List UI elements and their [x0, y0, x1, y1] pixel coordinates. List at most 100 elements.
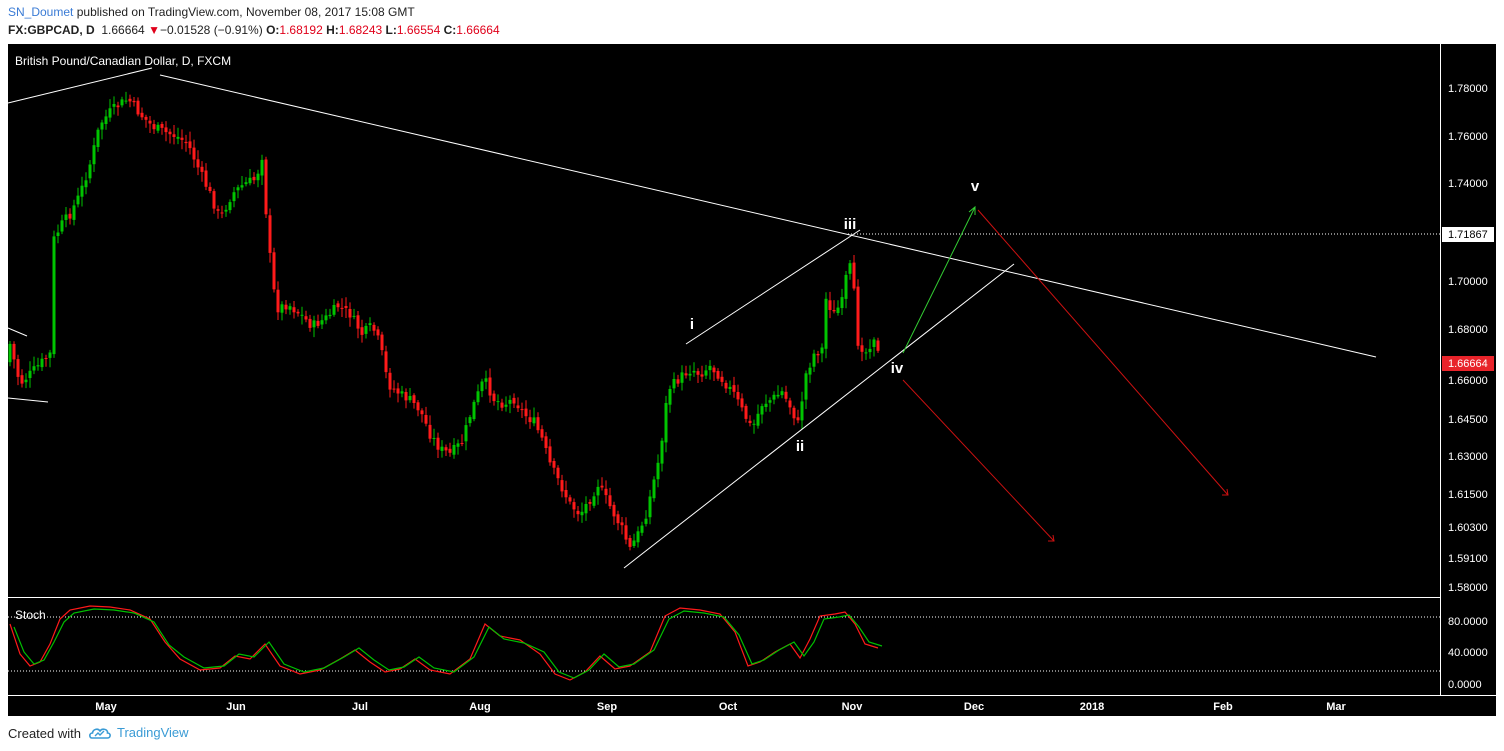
candle-body: [24, 379, 28, 383]
wave-label-iv: iv: [891, 360, 904, 377]
wave-label-v: v: [971, 178, 980, 195]
candle-body: [596, 486, 600, 496]
footer: Created with TradingView: [0, 716, 1504, 751]
candle-body: [304, 316, 308, 320]
candle-body: [716, 371, 720, 379]
candle-body: [544, 436, 548, 448]
candle-body: [868, 348, 872, 353]
stoch-series-d: [13, 608, 883, 679]
candle-body: [336, 303, 340, 308]
candle-body: [764, 403, 768, 407]
candle-body: [492, 393, 496, 402]
candle-body: [876, 340, 880, 351]
candle-body: [620, 522, 624, 526]
candle-body: [488, 377, 492, 396]
candle-body: [88, 164, 92, 179]
candle-body: [792, 407, 796, 419]
candle-body: [556, 467, 560, 479]
candle-body: [464, 425, 468, 442]
candle-body: [696, 371, 700, 375]
candle-body: [648, 496, 652, 518]
candle-body: [456, 443, 460, 447]
candle-body: [192, 147, 196, 160]
candle-body: [548, 446, 552, 463]
candle-body: [104, 116, 108, 124]
candle-body: [216, 209, 220, 211]
candle-body: [376, 329, 380, 336]
stoch-tick-0: 0.0000: [1448, 679, 1482, 691]
candle-body: [652, 479, 656, 499]
candle-body: [136, 100, 140, 115]
candle-body: [384, 351, 388, 373]
open-value: 1.68192: [279, 23, 323, 37]
candle-body: [128, 98, 132, 102]
candle-body: [260, 159, 264, 176]
author-link[interactable]: SN_Doumet: [8, 5, 74, 19]
candle-body: [372, 324, 376, 331]
candle-body: [852, 262, 856, 289]
time-tick: Nov: [842, 701, 864, 713]
candle-body: [316, 320, 320, 326]
time-axis[interactable]: [8, 696, 1496, 716]
candle-body: [864, 352, 868, 354]
candle-body: [708, 365, 712, 371]
candle-body: [676, 379, 680, 384]
candle-body: [580, 511, 584, 516]
candle-body: [860, 345, 864, 352]
candle-body: [284, 304, 288, 310]
candle-body: [832, 310, 836, 312]
candle-body: [600, 485, 604, 488]
candle-body: [240, 185, 244, 188]
candle-body: [64, 214, 68, 220]
price-tick: 1.63000: [1448, 451, 1488, 463]
candle-body: [252, 176, 256, 181]
price-pane[interactable]: [8, 44, 1440, 597]
candle-body: [56, 232, 60, 236]
candle-body: [560, 480, 564, 492]
candle-body: [20, 375, 24, 384]
candle-body: [692, 370, 696, 373]
candle-body: [680, 372, 684, 383]
publish-info: SN_Doumet published on TradingView.com, …: [8, 5, 415, 19]
candle-body: [828, 300, 832, 310]
candle-body: [300, 314, 304, 316]
candle-body: [684, 373, 688, 376]
chart-canvas[interactable]: i ii iii iv v British Pound/Canadian Dol…: [0, 44, 1504, 716]
candle-body: [256, 173, 260, 181]
candle-body: [576, 510, 580, 515]
candle-body: [812, 353, 816, 367]
stoch-pane[interactable]: [8, 598, 1440, 695]
tradingview-logo[interactable]: TradingView: [88, 725, 189, 740]
candle-body: [320, 320, 324, 325]
open-label: O:: [266, 23, 280, 37]
candle-body: [52, 236, 56, 355]
candle-body: [160, 124, 164, 128]
candle-body: [448, 448, 452, 453]
symbol-label: FX:GBPCAD, D: [8, 23, 95, 37]
tradingview-brand: TradingView: [117, 725, 189, 740]
candle-body: [380, 334, 384, 351]
time-tick: Sep: [597, 701, 617, 713]
candles-group: [8, 91, 880, 551]
candle-body: [148, 120, 152, 124]
candle-body: [324, 315, 328, 321]
candle-body: [224, 209, 228, 212]
candle-body: [752, 423, 756, 425]
candle-body: [292, 307, 296, 313]
candle-body: [712, 367, 716, 373]
candle-body: [84, 180, 88, 188]
time-tick: Jun: [226, 701, 246, 713]
candle-body: [840, 297, 844, 308]
stoch-title: Stoch: [15, 608, 46, 622]
projection-green-head: [968, 205, 976, 215]
trendline-left-stub: [7, 327, 28, 337]
candle-body: [152, 124, 156, 130]
candle-body: [332, 305, 336, 315]
wave-label-ii: ii: [796, 438, 804, 455]
time-tick: 2018: [1080, 701, 1104, 713]
last-price-label: 1.66664: [101, 23, 145, 37]
candle-body: [744, 405, 748, 419]
candle-body: [196, 159, 200, 168]
candle-body: [264, 159, 268, 215]
candle-body: [140, 112, 144, 118]
